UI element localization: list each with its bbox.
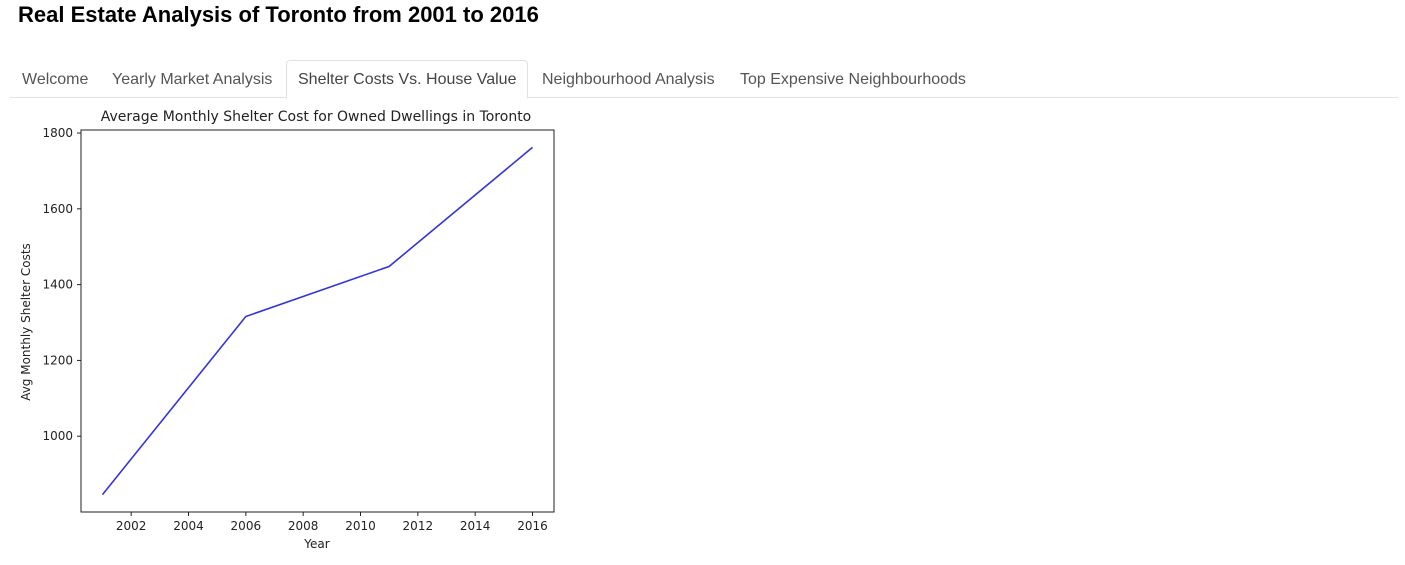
x-tick-label: 2012 xyxy=(403,519,434,533)
tab-welcome[interactable]: Welcome xyxy=(22,71,89,88)
tab-bar: Welcome Yearly Market Analysis Shelter C… xyxy=(10,60,1398,99)
chart-title: Average Monthly Shelter Cost for Owned D… xyxy=(101,109,532,125)
x-tick-label: 2004 xyxy=(173,519,204,533)
y-axis-label: Avg Monthly Shelter Costs xyxy=(19,243,33,401)
plot-area xyxy=(80,129,555,513)
y-tick-label: 1800 xyxy=(42,126,73,140)
tab-yearly-market-analysis[interactable]: Yearly Market Analysis xyxy=(112,71,273,88)
x-tick-label: 2016 xyxy=(517,519,548,533)
series-line xyxy=(101,146,534,496)
y-tick-label: 1400 xyxy=(42,278,73,292)
tab-neighbourhood-analysis[interactable]: Neighbourhood Analysis xyxy=(542,71,715,88)
x-tick-label: 2002 xyxy=(116,519,147,533)
y-tick-label: 1600 xyxy=(42,202,73,216)
x-tick-label: 2006 xyxy=(231,519,262,533)
x-tick-label: 2010 xyxy=(345,519,376,533)
y-tick-label: 1200 xyxy=(42,353,73,367)
page-title: Real Estate Analysis of Toronto from 200… xyxy=(18,2,539,27)
tab-shelter-costs-vs-house-value[interactable]: Shelter Costs Vs. House Value xyxy=(286,60,529,99)
tab-top-expensive-neighbourhoods[interactable]: Top Expensive Neighbourhoods xyxy=(740,71,966,88)
chart-container: Average Monthly Shelter Cost for Owned D… xyxy=(10,100,570,560)
line-chart: Average Monthly Shelter Cost for Owned D… xyxy=(19,109,555,551)
x-axis-label: Year xyxy=(303,537,329,551)
x-tick-label: 2008 xyxy=(288,519,319,533)
x-tick-label: 2014 xyxy=(460,519,491,533)
y-tick-label: 1000 xyxy=(42,429,73,443)
